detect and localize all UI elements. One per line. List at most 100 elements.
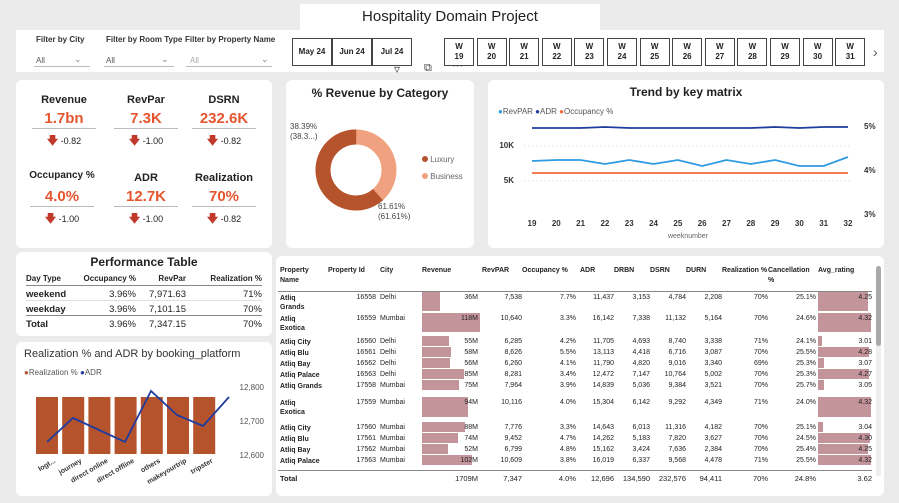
revenue-data-bar [422, 347, 451, 357]
month-slicer-item[interactable]: May 24 [292, 38, 332, 66]
week-slicer-item[interactable]: W 27 [704, 38, 735, 66]
legend-luxury[interactable]: Luxury [422, 155, 454, 164]
table-cell: 3.4% [560, 371, 576, 378]
table-cell: 70% [753, 371, 768, 378]
table-cell: 10,116 [501, 399, 522, 406]
scrollbar-thumb[interactable] [876, 266, 881, 346]
week-slicer-item[interactable]: W 20 [476, 38, 507, 66]
x-axis-label: weeknumber [667, 233, 709, 240]
column-header[interactable]: DRBN [614, 267, 635, 274]
table-cell: 11,132 [665, 315, 686, 322]
column-header[interactable]: Realization % [722, 267, 768, 274]
table-cell: 16560 [356, 338, 376, 345]
table-cell: 5,002 [704, 371, 722, 378]
table-row[interactable]: weekend 3.96% 7,971.63 71% [26, 286, 262, 301]
column-header[interactable]: Cancellation % [768, 267, 810, 284]
week-slicer-item[interactable]: W 29 [770, 38, 800, 66]
more-options-icon[interactable]: ··· [452, 60, 463, 72]
week-slicer-item[interactable]: W 26 [672, 38, 703, 66]
table-cell: Mumbai [380, 424, 405, 431]
week-slicer-item[interactable]: W 31 [835, 38, 866, 66]
table-cell: 14,839 [592, 382, 614, 389]
table-cell: 17563 [356, 457, 376, 464]
rating-data-bar [818, 292, 869, 311]
property-filter-value[interactable]: All [190, 56, 199, 65]
donut-chart[interactable] [312, 126, 400, 214]
chevron-down-icon[interactable]: ⌄ [74, 54, 82, 64]
table-cell: 16562 [356, 360, 376, 367]
focus-mode-icon[interactable]: ⧉ [424, 62, 432, 74]
table-cell: 6,013 [632, 424, 650, 431]
property-filter-label: Filter by Property Name [185, 35, 276, 44]
table-cell: Mumbai [380, 446, 405, 453]
column-header[interactable]: Occupancy % [522, 267, 568, 274]
table-cell: 17561 [356, 435, 376, 442]
table-cell: Mumbai [380, 435, 405, 442]
room-type-filter-value[interactable]: All [106, 56, 115, 65]
legend-business[interactable]: Business [422, 172, 463, 181]
table-cell: 16561 [356, 349, 376, 356]
table-cell: 3,153 [632, 294, 650, 301]
column-header[interactable]: ADR [580, 267, 596, 274]
week-slicer-item[interactable]: W 23 [574, 38, 605, 66]
scrollbar[interactable] [876, 266, 881, 476]
chevron-down-icon[interactable]: ⌄ [161, 54, 169, 64]
realization-bar [88, 397, 111, 454]
table-cell: 4.32 [858, 399, 872, 406]
filter-bar: Filter by City All ⌄ Filter by Room Type… [16, 30, 884, 72]
table-cell: 3,521 [704, 382, 722, 389]
table-cell: 7,964 [504, 382, 522, 389]
table-cell: 4.0% [560, 399, 576, 406]
table-cell: 3,340 [704, 360, 722, 367]
chevron-down-icon[interactable]: ⌄ [261, 54, 269, 64]
city-filter-value[interactable]: All [36, 56, 45, 65]
month-slicer-item[interactable]: Jul 24 [372, 38, 412, 66]
table-row[interactable]: weekday 3.96% 7,101.15 70% [26, 304, 262, 315]
table-cell: 25.4% [796, 446, 816, 453]
filter-icon[interactable]: ▿ [394, 62, 401, 76]
week-slicer-item[interactable]: W 24 [607, 38, 637, 66]
table-cell: 10,640 [500, 315, 522, 322]
table-cell: Delhi [380, 294, 396, 301]
table-cell: 6,142 [632, 399, 650, 406]
y-tick-label: 5% [864, 122, 876, 131]
week-slicer-item[interactable]: W 28 [737, 38, 768, 66]
kpi-occupancy-label: Occupancy % [29, 170, 95, 181]
month-slicer-item[interactable]: Jun 24 [332, 38, 372, 66]
week-slicer-item[interactable]: W 30 [802, 38, 833, 66]
table-cell: Delhi [380, 349, 396, 356]
table-cell: 71% [753, 457, 768, 464]
column-header[interactable]: Revenue [422, 267, 452, 274]
chevron-right-icon[interactable]: › [873, 44, 878, 60]
week-slicer-item[interactable]: W 21 [509, 38, 540, 66]
column-header[interactable]: DSRN [650, 267, 670, 274]
table-cell: 2,384 [704, 446, 722, 453]
trend-chart[interactable]: 10K 5K 5% 4% 3% 19 20 21 22 23 24 25 26 27 28 29 30 31 32 w… [488, 80, 884, 248]
week-slicer-item[interactable]: W 22 [541, 38, 572, 66]
x-tick-label: 27 [722, 219, 731, 228]
table-cell: 25.7% [796, 382, 816, 389]
table-cell: 3,627 [704, 435, 722, 442]
week-slicer-item[interactable]: W 25 [639, 38, 670, 66]
column-header[interactable]: DURN [686, 267, 707, 274]
column-header[interactable]: Property Id [328, 267, 365, 274]
arrow-down-icon: 🡇 [46, 135, 59, 147]
table-cell: 36M [464, 294, 478, 301]
column-header[interactable]: Property Name [280, 267, 309, 284]
table-cell: 6,716 [668, 349, 686, 356]
column-header[interactable]: City [380, 267, 394, 274]
donut-label-luxury: 61.61% [378, 202, 406, 211]
table-cell: 8,740 [668, 338, 686, 345]
table-cell: 7.7% [560, 294, 576, 301]
performance-card: Performance Table Day Type Occupancy % R… [16, 252, 272, 336]
y-tick-label: 12,600 [240, 451, 265, 460]
column-header[interactable]: RevPAR [482, 267, 510, 274]
arrow-down-icon: 🡇 [128, 135, 141, 147]
column-header[interactable]: Avg_rating [818, 267, 855, 274]
table-cell: 16563 [356, 371, 376, 378]
table-cell: 9,452 [504, 435, 522, 442]
week-slicer-item[interactable]: W 19 [444, 38, 474, 66]
table-cell: 9,016 [668, 360, 686, 367]
total-cell: 232,576 [658, 474, 686, 483]
